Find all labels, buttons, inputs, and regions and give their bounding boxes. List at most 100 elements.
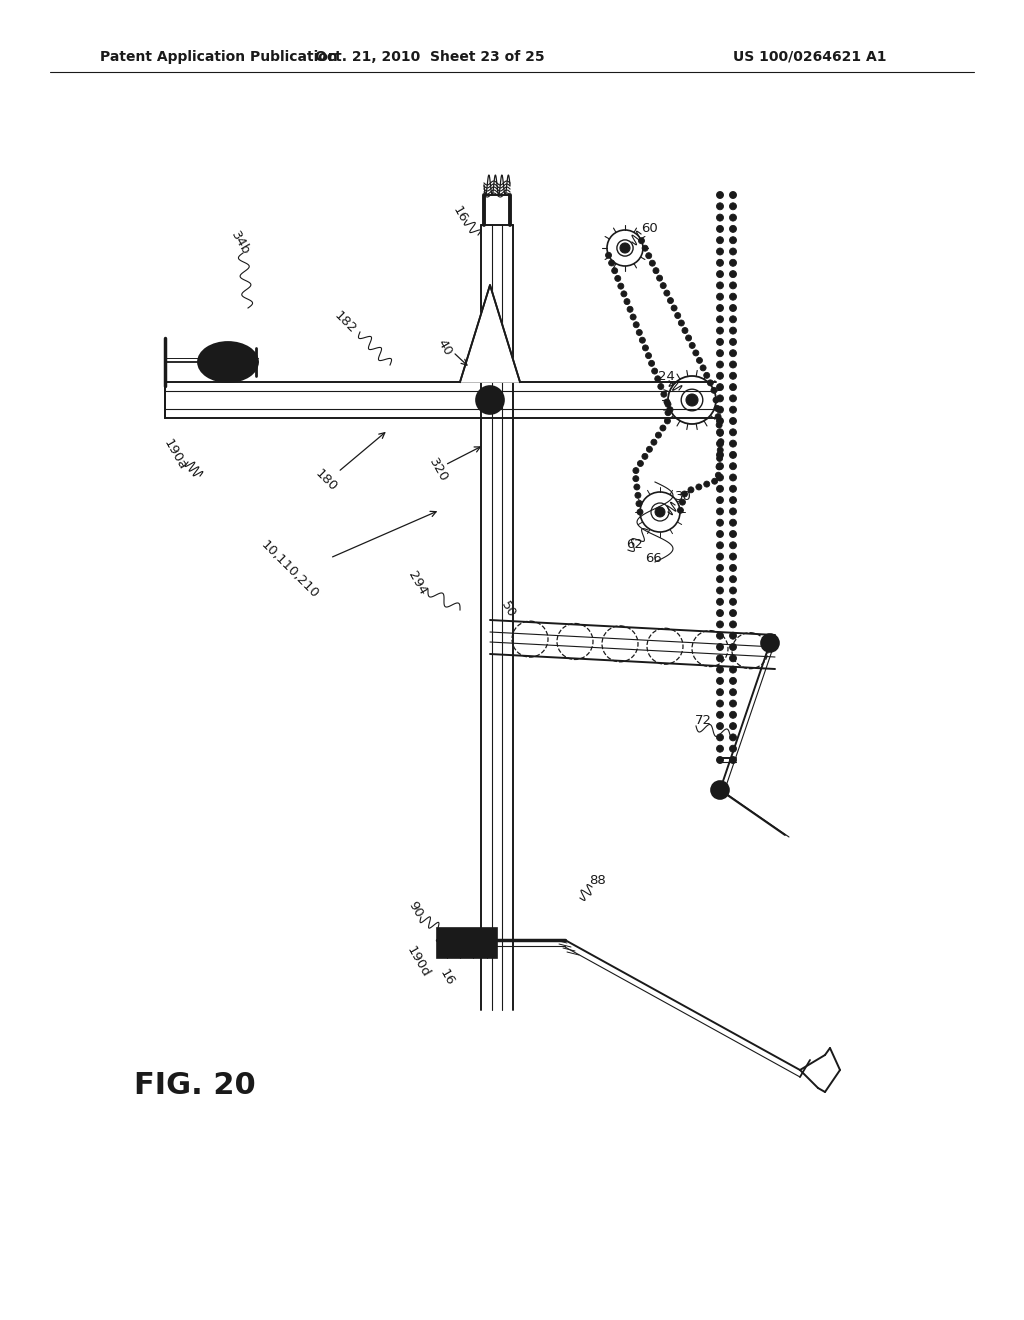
Circle shape bbox=[718, 438, 724, 445]
Circle shape bbox=[645, 352, 651, 359]
Text: 190a: 190a bbox=[161, 437, 189, 473]
Circle shape bbox=[633, 475, 639, 482]
Circle shape bbox=[729, 315, 736, 323]
Circle shape bbox=[729, 610, 736, 616]
Circle shape bbox=[717, 486, 724, 492]
Circle shape bbox=[729, 248, 736, 255]
Circle shape bbox=[614, 276, 621, 281]
Circle shape bbox=[655, 507, 665, 517]
Circle shape bbox=[717, 746, 724, 752]
Circle shape bbox=[636, 500, 642, 507]
Ellipse shape bbox=[202, 348, 238, 376]
Circle shape bbox=[717, 496, 724, 504]
Text: FIG. 20: FIG. 20 bbox=[134, 1071, 256, 1100]
Text: 60: 60 bbox=[642, 222, 658, 235]
Circle shape bbox=[660, 391, 667, 397]
Circle shape bbox=[717, 598, 724, 606]
Circle shape bbox=[633, 322, 639, 327]
Circle shape bbox=[729, 734, 736, 741]
Circle shape bbox=[654, 376, 660, 381]
Circle shape bbox=[717, 236, 724, 244]
Circle shape bbox=[668, 297, 674, 304]
Circle shape bbox=[717, 417, 724, 425]
Circle shape bbox=[717, 565, 724, 572]
Circle shape bbox=[717, 463, 724, 470]
Circle shape bbox=[717, 327, 724, 334]
Circle shape bbox=[635, 492, 641, 499]
Circle shape bbox=[648, 360, 654, 367]
Circle shape bbox=[729, 226, 736, 232]
Text: 40: 40 bbox=[435, 338, 455, 359]
Circle shape bbox=[717, 474, 724, 480]
Circle shape bbox=[642, 345, 648, 351]
Circle shape bbox=[715, 413, 721, 420]
Circle shape bbox=[617, 284, 624, 289]
Circle shape bbox=[717, 360, 724, 368]
Circle shape bbox=[714, 405, 720, 412]
Circle shape bbox=[689, 342, 695, 348]
Text: 30: 30 bbox=[675, 491, 691, 503]
Circle shape bbox=[729, 756, 736, 763]
Circle shape bbox=[717, 203, 724, 210]
Circle shape bbox=[717, 259, 724, 267]
Circle shape bbox=[729, 214, 736, 220]
Circle shape bbox=[717, 711, 724, 718]
Circle shape bbox=[717, 677, 724, 684]
Circle shape bbox=[639, 337, 645, 343]
Polygon shape bbox=[460, 285, 520, 381]
Circle shape bbox=[686, 393, 698, 407]
Circle shape bbox=[729, 191, 736, 198]
Circle shape bbox=[651, 440, 657, 445]
Text: Oct. 21, 2010  Sheet 23 of 25: Oct. 21, 2010 Sheet 23 of 25 bbox=[315, 50, 545, 63]
Circle shape bbox=[484, 393, 496, 407]
Circle shape bbox=[716, 463, 722, 470]
Circle shape bbox=[717, 271, 724, 277]
Circle shape bbox=[682, 327, 688, 334]
Text: 34b: 34b bbox=[228, 228, 252, 257]
Circle shape bbox=[717, 644, 724, 651]
Circle shape bbox=[717, 430, 723, 437]
Circle shape bbox=[665, 401, 671, 408]
Circle shape bbox=[646, 252, 651, 259]
Circle shape bbox=[729, 620, 736, 628]
Circle shape bbox=[717, 553, 724, 560]
Ellipse shape bbox=[198, 342, 258, 381]
Circle shape bbox=[717, 226, 724, 232]
Circle shape bbox=[700, 364, 707, 371]
Circle shape bbox=[696, 484, 701, 490]
Circle shape bbox=[717, 429, 724, 436]
Circle shape bbox=[696, 358, 702, 363]
Circle shape bbox=[761, 634, 779, 652]
Circle shape bbox=[675, 313, 681, 318]
Circle shape bbox=[729, 576, 736, 582]
Circle shape bbox=[637, 510, 643, 515]
Circle shape bbox=[729, 632, 736, 639]
Circle shape bbox=[729, 440, 736, 447]
Circle shape bbox=[717, 407, 724, 413]
Circle shape bbox=[717, 587, 724, 594]
Circle shape bbox=[717, 756, 724, 763]
Circle shape bbox=[729, 474, 736, 480]
Circle shape bbox=[634, 484, 640, 490]
Text: 182: 182 bbox=[332, 309, 358, 335]
Ellipse shape bbox=[214, 356, 226, 367]
Circle shape bbox=[717, 440, 724, 447]
Circle shape bbox=[678, 507, 683, 513]
Circle shape bbox=[717, 508, 724, 515]
Circle shape bbox=[729, 722, 736, 730]
Circle shape bbox=[729, 644, 736, 651]
Circle shape bbox=[660, 282, 667, 289]
Circle shape bbox=[637, 461, 643, 466]
Text: 320: 320 bbox=[426, 455, 450, 484]
Text: 88: 88 bbox=[590, 874, 606, 887]
Circle shape bbox=[665, 418, 671, 424]
Circle shape bbox=[717, 191, 724, 198]
Circle shape bbox=[729, 327, 736, 334]
Circle shape bbox=[639, 238, 644, 244]
Circle shape bbox=[717, 214, 724, 220]
Text: 294: 294 bbox=[406, 569, 429, 597]
Circle shape bbox=[729, 384, 736, 391]
Circle shape bbox=[678, 319, 684, 326]
Text: 180: 180 bbox=[312, 466, 340, 494]
Circle shape bbox=[717, 700, 724, 708]
